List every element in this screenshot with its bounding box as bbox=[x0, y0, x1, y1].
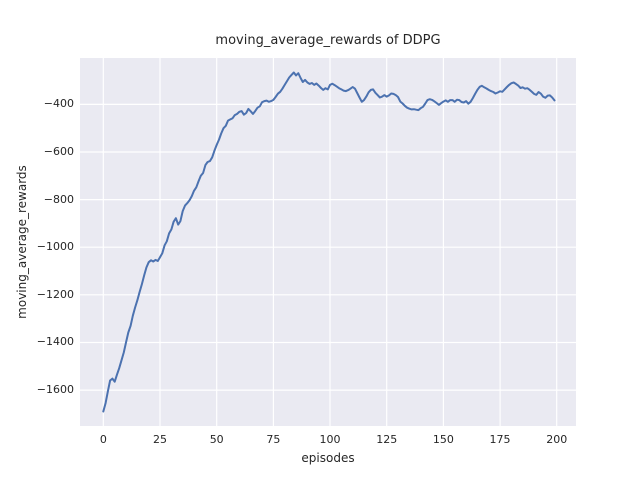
y-tick-label: −600 bbox=[43, 145, 74, 159]
x-tick-label: 200 bbox=[546, 433, 568, 446]
x-tick-label: 125 bbox=[376, 433, 398, 446]
y-tick-label: −1600 bbox=[36, 383, 74, 397]
data-line bbox=[102, 71, 556, 413]
line-chart bbox=[80, 58, 576, 426]
x-tick-label: 50 bbox=[209, 433, 224, 446]
y-tick-label: −800 bbox=[43, 192, 74, 206]
y-tick-label: −1000 bbox=[36, 240, 74, 254]
y-tick-label: −400 bbox=[43, 97, 74, 111]
x-axis-label: episodes bbox=[301, 451, 355, 465]
x-tick-label: 150 bbox=[432, 433, 454, 446]
x-tick-label: 175 bbox=[489, 433, 511, 446]
plot-area bbox=[80, 58, 576, 426]
x-tick-label: 0 bbox=[99, 433, 107, 446]
y-tick-label: −1200 bbox=[36, 287, 74, 301]
x-tick-label: 75 bbox=[266, 433, 281, 446]
chart-title: moving_average_rewards of DDPG bbox=[215, 33, 441, 48]
y-tick-label: −1400 bbox=[36, 335, 74, 349]
x-tick-label: 100 bbox=[319, 433, 341, 446]
x-tick-label: 25 bbox=[153, 433, 168, 446]
